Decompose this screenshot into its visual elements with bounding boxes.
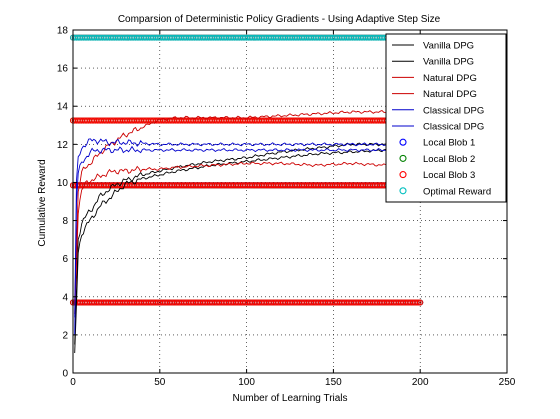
legend-label: Vanilla DPG: [423, 57, 474, 68]
data-point: [417, 299, 424, 306]
series-classical-dpg: [74, 138, 421, 318]
x-tick-label: 0: [70, 377, 76, 388]
series-natural-dpg: [74, 109, 421, 300]
series-line: [74, 138, 421, 318]
legend: Vanilla DPG Vanilla DPG Natural DPG Natural…: [385, 33, 507, 203]
y-tick-label: 16: [57, 64, 69, 75]
y-tick-label: 8: [62, 216, 68, 227]
y-tick-label: 12: [57, 140, 69, 151]
x-tick-label: 200: [412, 377, 429, 388]
x-tick-label: 250: [499, 377, 516, 388]
y-tick-label: 10: [57, 178, 69, 189]
y-tick-label: 2: [62, 330, 68, 341]
y-tick-label: 6: [62, 254, 68, 265]
legend-label: Vanilla DPG: [423, 41, 474, 52]
x-tick-label: 100: [238, 377, 255, 388]
legend-label: Natural DPG: [423, 89, 477, 100]
plot-frame: [72, 29, 508, 374]
x-axis-label: Number of Learning Trials: [232, 393, 347, 404]
legend-swatch: [399, 138, 407, 146]
legend-label: Classical DPG: [423, 122, 484, 133]
legend-label: Local Blob 3: [423, 170, 475, 181]
legend-label: Local Blob 2: [423, 154, 475, 165]
y-tick-label: 18: [57, 26, 69, 37]
data-point: [413, 299, 420, 306]
y-tick-label: 0: [62, 369, 68, 380]
x-tick-label: 50: [154, 377, 166, 388]
legend-label: Local Blob 1: [423, 138, 475, 149]
series-natural-dpg: [74, 161, 421, 315]
legend-swatch: [399, 171, 407, 179]
series-classical-dpg: [74, 145, 421, 335]
series-line: [74, 145, 421, 335]
legend-label: Classical DPG: [423, 105, 484, 116]
data-point: [415, 299, 422, 306]
y-tick-label: 4: [62, 292, 68, 303]
y-tick-label: 14: [57, 102, 69, 113]
legend-label: Natural DPG: [423, 73, 477, 84]
legend-label: Optimal Reward: [423, 186, 491, 197]
series-line: [74, 109, 421, 300]
x-tick-label: 150: [325, 377, 342, 388]
series-line: [74, 161, 421, 315]
chart-title: Comparsion of Deterministic Policy Gradi…: [118, 14, 441, 25]
legend-swatch: [399, 187, 407, 195]
y-axis-label: Cumulative Reward: [37, 159, 48, 246]
legend-swatch: [399, 154, 407, 162]
